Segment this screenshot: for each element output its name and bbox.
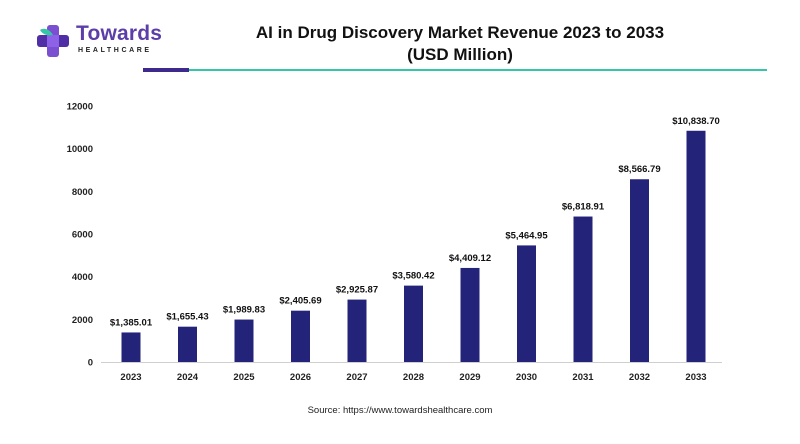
bar-value-label: $10,838.70 [672, 116, 720, 127]
chart-title: AI in Drug Discovery Market Revenue 2023… [190, 22, 730, 66]
x-tick-label: 2033 [685, 372, 706, 383]
x-tick-label: 2023 [120, 372, 141, 383]
y-tick-label: 8000 [72, 187, 93, 198]
brand-subtitle: HEALTHCARE [78, 47, 152, 54]
x-tick-label: 2031 [572, 372, 594, 383]
x-tick-label: 2026 [290, 372, 311, 383]
bar-value-label: $1,655.43 [166, 312, 208, 323]
bar [460, 267, 480, 362]
medical-cross-icon [37, 25, 69, 57]
chart-title-line-2: (USD Million) [407, 45, 513, 64]
bar [630, 179, 649, 362]
title-underline-accent [143, 68, 189, 72]
bar-value-label: $6,818.91 [562, 202, 605, 213]
bar-value-label: $8,566.79 [618, 164, 660, 175]
bar [517, 245, 536, 362]
title-underline [189, 69, 767, 71]
y-tick-label: 10000 [67, 144, 93, 155]
bar-value-label: $4,409.12 [449, 253, 491, 264]
bar-value-label: $3,580.42 [392, 271, 434, 282]
y-tick-label: 0 [88, 358, 93, 369]
y-tick-label: 6000 [72, 230, 93, 241]
bar [291, 310, 310, 362]
bar [404, 285, 423, 362]
x-tick-label: 2032 [629, 372, 650, 383]
bar-value-label: $1,989.83 [223, 305, 265, 316]
bar-value-label: $1,385.01 [110, 317, 153, 328]
bar [121, 332, 141, 362]
bar [686, 130, 706, 362]
x-tick-label: 2029 [459, 372, 480, 383]
x-tick-label: 2028 [403, 372, 424, 383]
bar-value-label: $5,464.95 [505, 230, 548, 241]
bar [573, 216, 593, 362]
brand-logo: Towards HEALTHCARE [36, 22, 176, 58]
y-tick-label: 4000 [72, 272, 93, 283]
bar-value-label: $2,925.87 [336, 285, 378, 296]
y-tick-label: 2000 [72, 315, 93, 326]
x-tick-label: 2027 [346, 372, 367, 383]
chart-title-line-1: AI in Drug Discovery Market Revenue 2023… [255, 23, 665, 42]
bar-value-label: $2,405.69 [279, 296, 321, 307]
x-tick-label: 2024 [177, 372, 199, 383]
brand-name: Towards [76, 22, 163, 45]
bar [347, 299, 367, 362]
source-note: Source: https://www.towardshealthcare.co… [307, 405, 493, 416]
bar [234, 319, 254, 362]
x-tick-label: 2030 [516, 372, 537, 383]
y-tick-label: 12000 [67, 102, 93, 113]
bar [178, 326, 197, 362]
x-tick-label: 2025 [233, 372, 255, 383]
